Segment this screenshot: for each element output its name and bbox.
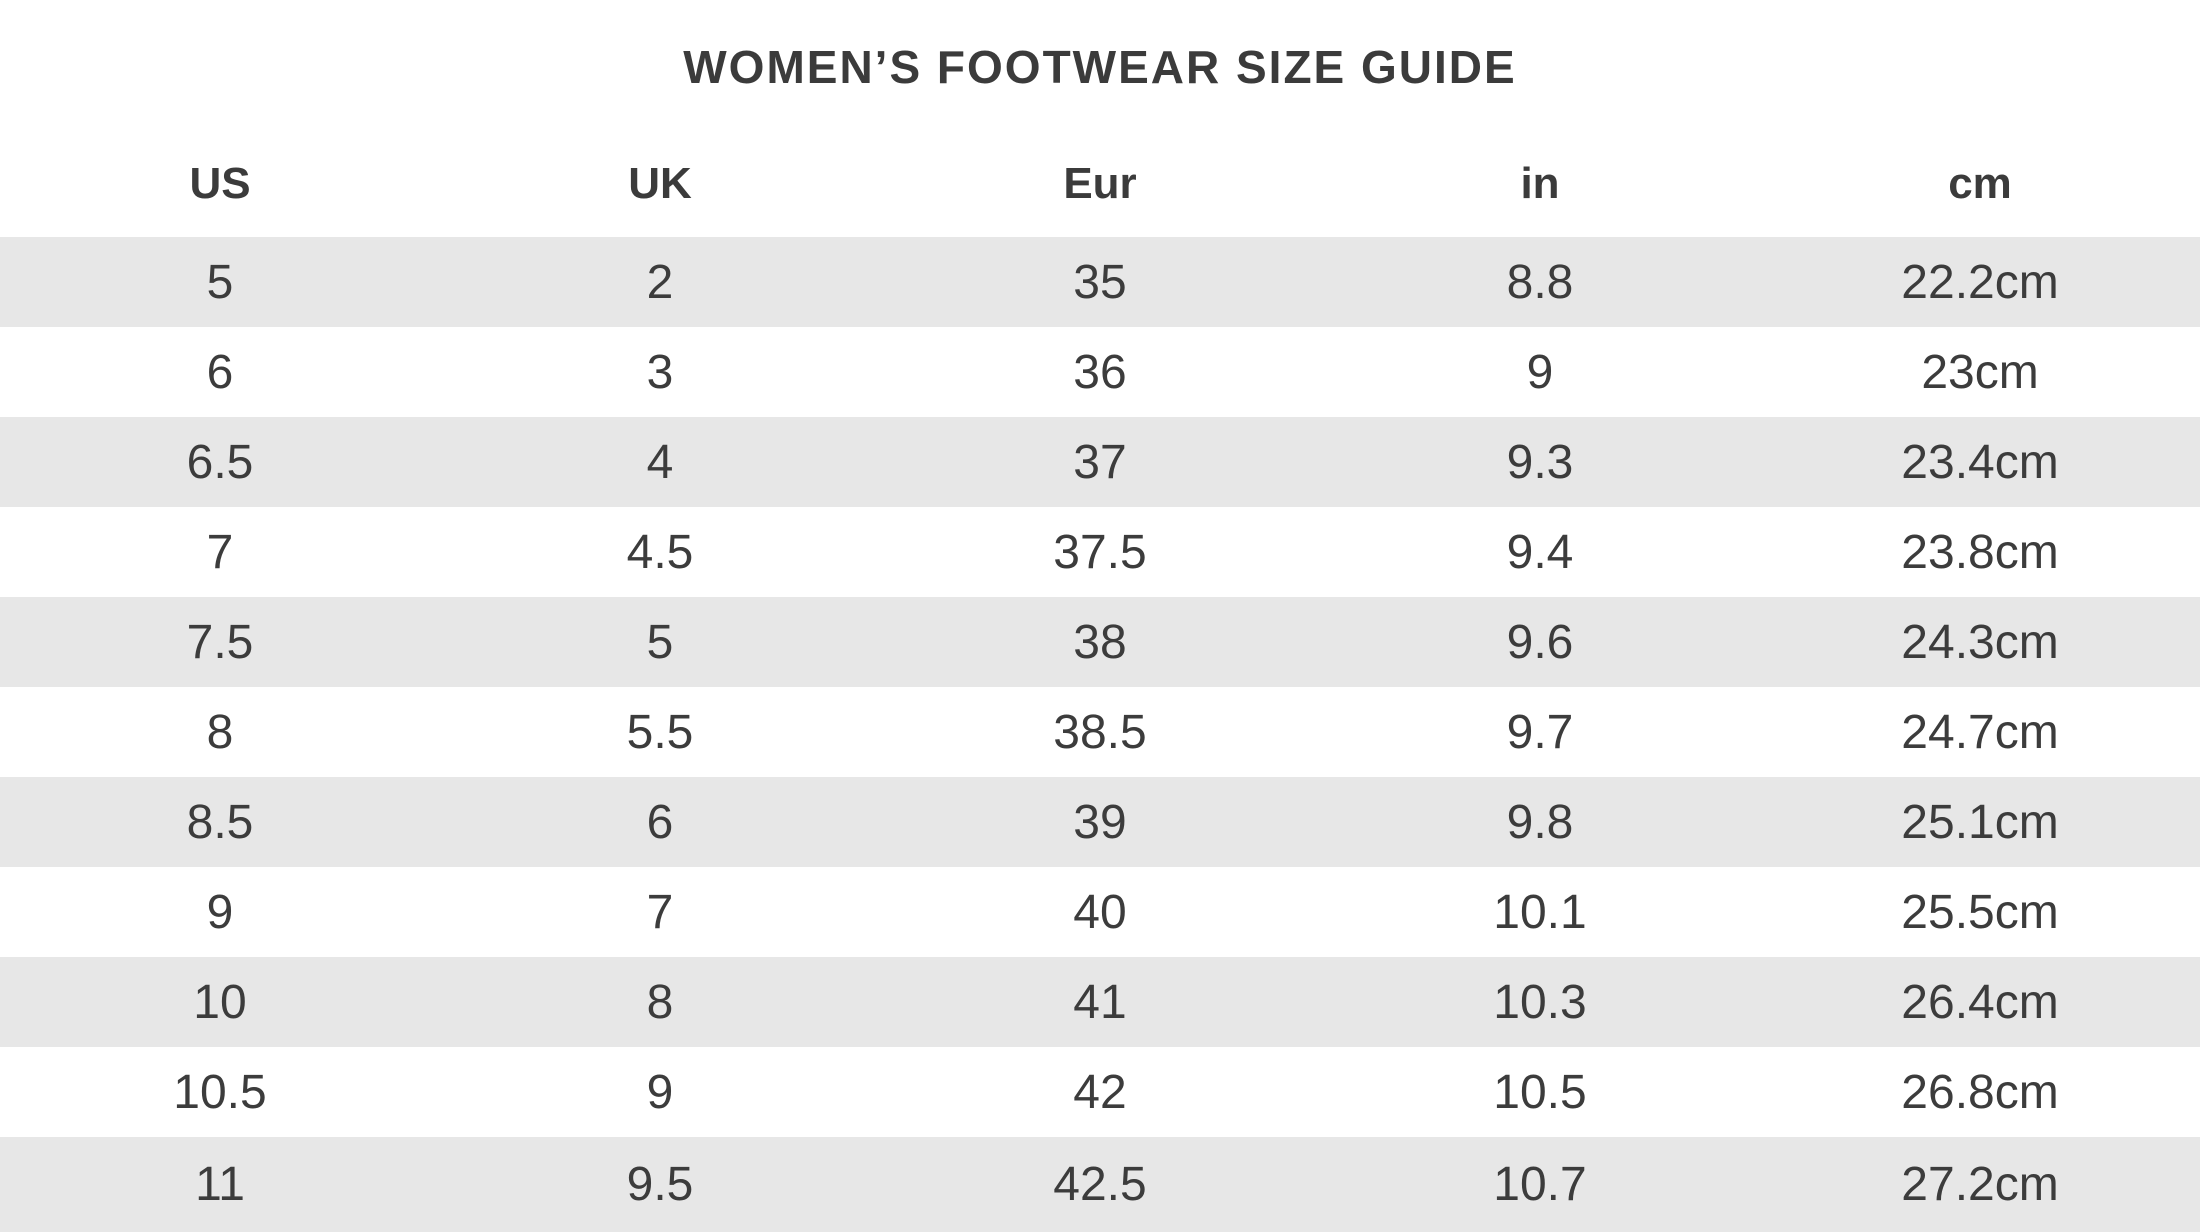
cell-uk: 4 [646,435,674,489]
cell-in: 9.3 [1506,435,1574,489]
cell-eur: 37 [1073,435,1127,489]
cell-us: 5 [206,255,234,309]
cell-uk: 7 [646,885,674,939]
table-row: 7 4.5 37.5 9.4 23.8cm [0,507,2200,597]
cell-in: 10.5 [1493,1065,1587,1119]
cell-cm: 23.4cm [1901,435,2059,489]
cell-us: 10 [193,975,247,1029]
cell-in: 10.7 [1493,1158,1587,1211]
col-header-in: in [1520,159,1560,208]
cell-uk: 4.5 [626,525,694,579]
cell-uk: 6 [646,795,674,849]
cell-uk: 8 [646,975,674,1029]
cell-in: 9.7 [1506,705,1574,759]
cell-us: 6 [206,345,234,399]
col-header-us: US [189,159,251,208]
table-row: 5 2 35 8.8 22.2cm [0,237,2200,327]
cell-in: 10.1 [1493,885,1587,939]
table-row: 9 7 40 10.1 25.5cm [0,867,2200,957]
cell-us: 7 [206,525,234,579]
cell-in: 9 [1526,345,1554,399]
table-row: 8 5.5 38.5 9.7 24.7cm [0,687,2200,777]
cell-uk: 2 [646,255,674,309]
table-row: 7.5 5 38 9.6 24.3cm [0,597,2200,687]
cell-cm: 24.3cm [1901,615,2059,669]
cell-eur: 42 [1073,1065,1127,1119]
table-header: US UK Eur in cm [0,94,2200,237]
cell-cm: 25.1cm [1901,795,2059,849]
cell-in: 9.6 [1506,615,1574,669]
cell-in: 8.8 [1506,255,1574,309]
table-row: 10 8 41 10.3 26.4cm [0,957,2200,1047]
table-row: 6 3 36 9 23cm [0,327,2200,417]
cell-us: 7.5 [186,615,254,669]
cell-us: 11 [195,1158,245,1211]
cell-cm: 25.5cm [1901,885,2059,939]
cell-uk: 5 [646,615,674,669]
col-header-cm: cm [1948,159,2012,208]
cell-uk: 3 [646,345,674,399]
cell-uk: 9.5 [626,1158,694,1211]
cell-eur: 42.5 [1053,1158,1147,1211]
cell-us: 10.5 [173,1065,267,1119]
cell-cm: 23.8cm [1901,525,2059,579]
table-row: 8.5 6 39 9.8 25.1cm [0,777,2200,867]
cell-in: 9.8 [1506,795,1574,849]
cell-eur: 40 [1073,885,1127,939]
cell-in: 10.3 [1493,975,1587,1029]
cell-in: 9.4 [1506,525,1574,579]
cell-cm: 27.2cm [1901,1158,2059,1211]
table-body: 5 2 35 8.8 22.2cm 6 3 36 9 23cm 6.5 4 37… [0,237,2200,1232]
cell-uk: 9 [646,1065,674,1119]
cell-eur: 36 [1073,345,1127,399]
cell-eur: 39 [1073,795,1127,849]
cell-eur: 38.5 [1053,705,1147,759]
table-row: 6.5 4 37 9.3 23.4cm [0,417,2200,507]
cell-uk: 5.5 [626,705,694,759]
size-guide-table: US UK Eur in cm 5 2 35 8.8 22.2cm 6 3 36… [0,94,2200,1232]
cell-us: 9 [206,885,234,939]
cell-cm: 22.2cm [1901,255,2059,309]
cell-cm: 23cm [1921,345,2039,399]
col-header-eur: Eur [1063,159,1137,208]
cell-eur: 41 [1073,975,1127,1029]
cell-eur: 38 [1073,615,1127,669]
cell-eur: 35 [1073,255,1127,309]
page-title: WOMEN’S FOOTWEAR SIZE GUIDE [683,41,1517,93]
header-row: US UK Eur in cm [0,94,2200,237]
table-row: 11 9.5 42.5 10.7 27.2cm [0,1137,2200,1232]
col-header-uk: UK [628,159,692,208]
cell-cm: 24.7cm [1901,705,2059,759]
cell-us: 6.5 [186,435,254,489]
cell-us: 8 [206,705,234,759]
cell-eur: 37.5 [1053,525,1147,579]
cell-cm: 26.8cm [1901,1065,2059,1119]
table-row: 10.5 9 42 10.5 26.8cm [0,1047,2200,1137]
cell-us: 8.5 [186,795,254,849]
cell-cm: 26.4cm [1901,975,2059,1029]
